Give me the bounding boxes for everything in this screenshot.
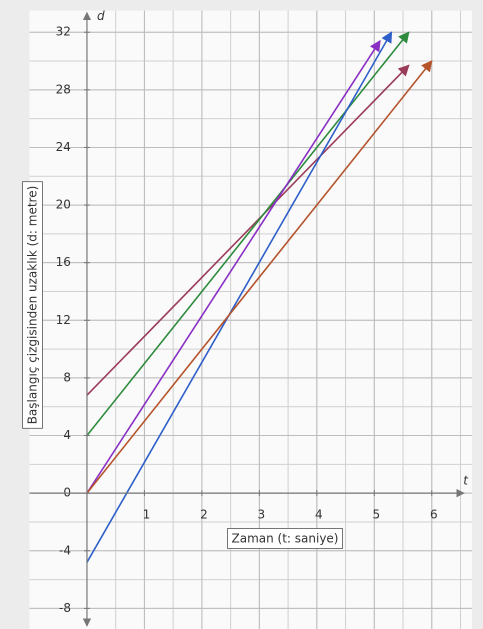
plot bbox=[86, 31, 433, 563]
line bbox=[86, 60, 433, 494]
line bbox=[86, 39, 381, 494]
x-axis-label: Zaman (t: saniye) bbox=[232, 532, 339, 546]
y-tick-label: 28 bbox=[56, 82, 71, 96]
x-tick-label: 2 bbox=[200, 508, 208, 522]
x-tick-label: 5 bbox=[372, 508, 380, 522]
x-tick-label: 6 bbox=[430, 508, 438, 522]
y-tick-label: 8 bbox=[63, 370, 71, 384]
y-axis-letter: d bbox=[97, 9, 105, 23]
y-tick-label: 24 bbox=[56, 140, 71, 154]
y-tick-label: 32 bbox=[56, 25, 71, 39]
y-tick-label: -4 bbox=[59, 543, 71, 557]
x-tick-label: 3 bbox=[258, 508, 266, 522]
y-tick-label: -8 bbox=[59, 601, 71, 615]
y-axis-label: Başlangıç çizgisinden uzaklık (d: metre) bbox=[26, 186, 40, 425]
line bbox=[86, 64, 410, 396]
y-tick-label: 20 bbox=[56, 198, 71, 212]
x-axis-letter: t bbox=[463, 474, 469, 488]
y-tick-label: 12 bbox=[56, 313, 71, 327]
x-tick-label: 4 bbox=[315, 508, 323, 522]
y-tick-label: 16 bbox=[56, 255, 71, 269]
x-tick-label: 1 bbox=[143, 508, 151, 522]
line bbox=[86, 31, 393, 563]
x-label-box bbox=[227, 528, 343, 549]
grid bbox=[29, 10, 472, 629]
y-tick-label: 4 bbox=[63, 428, 71, 442]
y-label-box bbox=[22, 181, 43, 429]
line bbox=[86, 31, 410, 437]
